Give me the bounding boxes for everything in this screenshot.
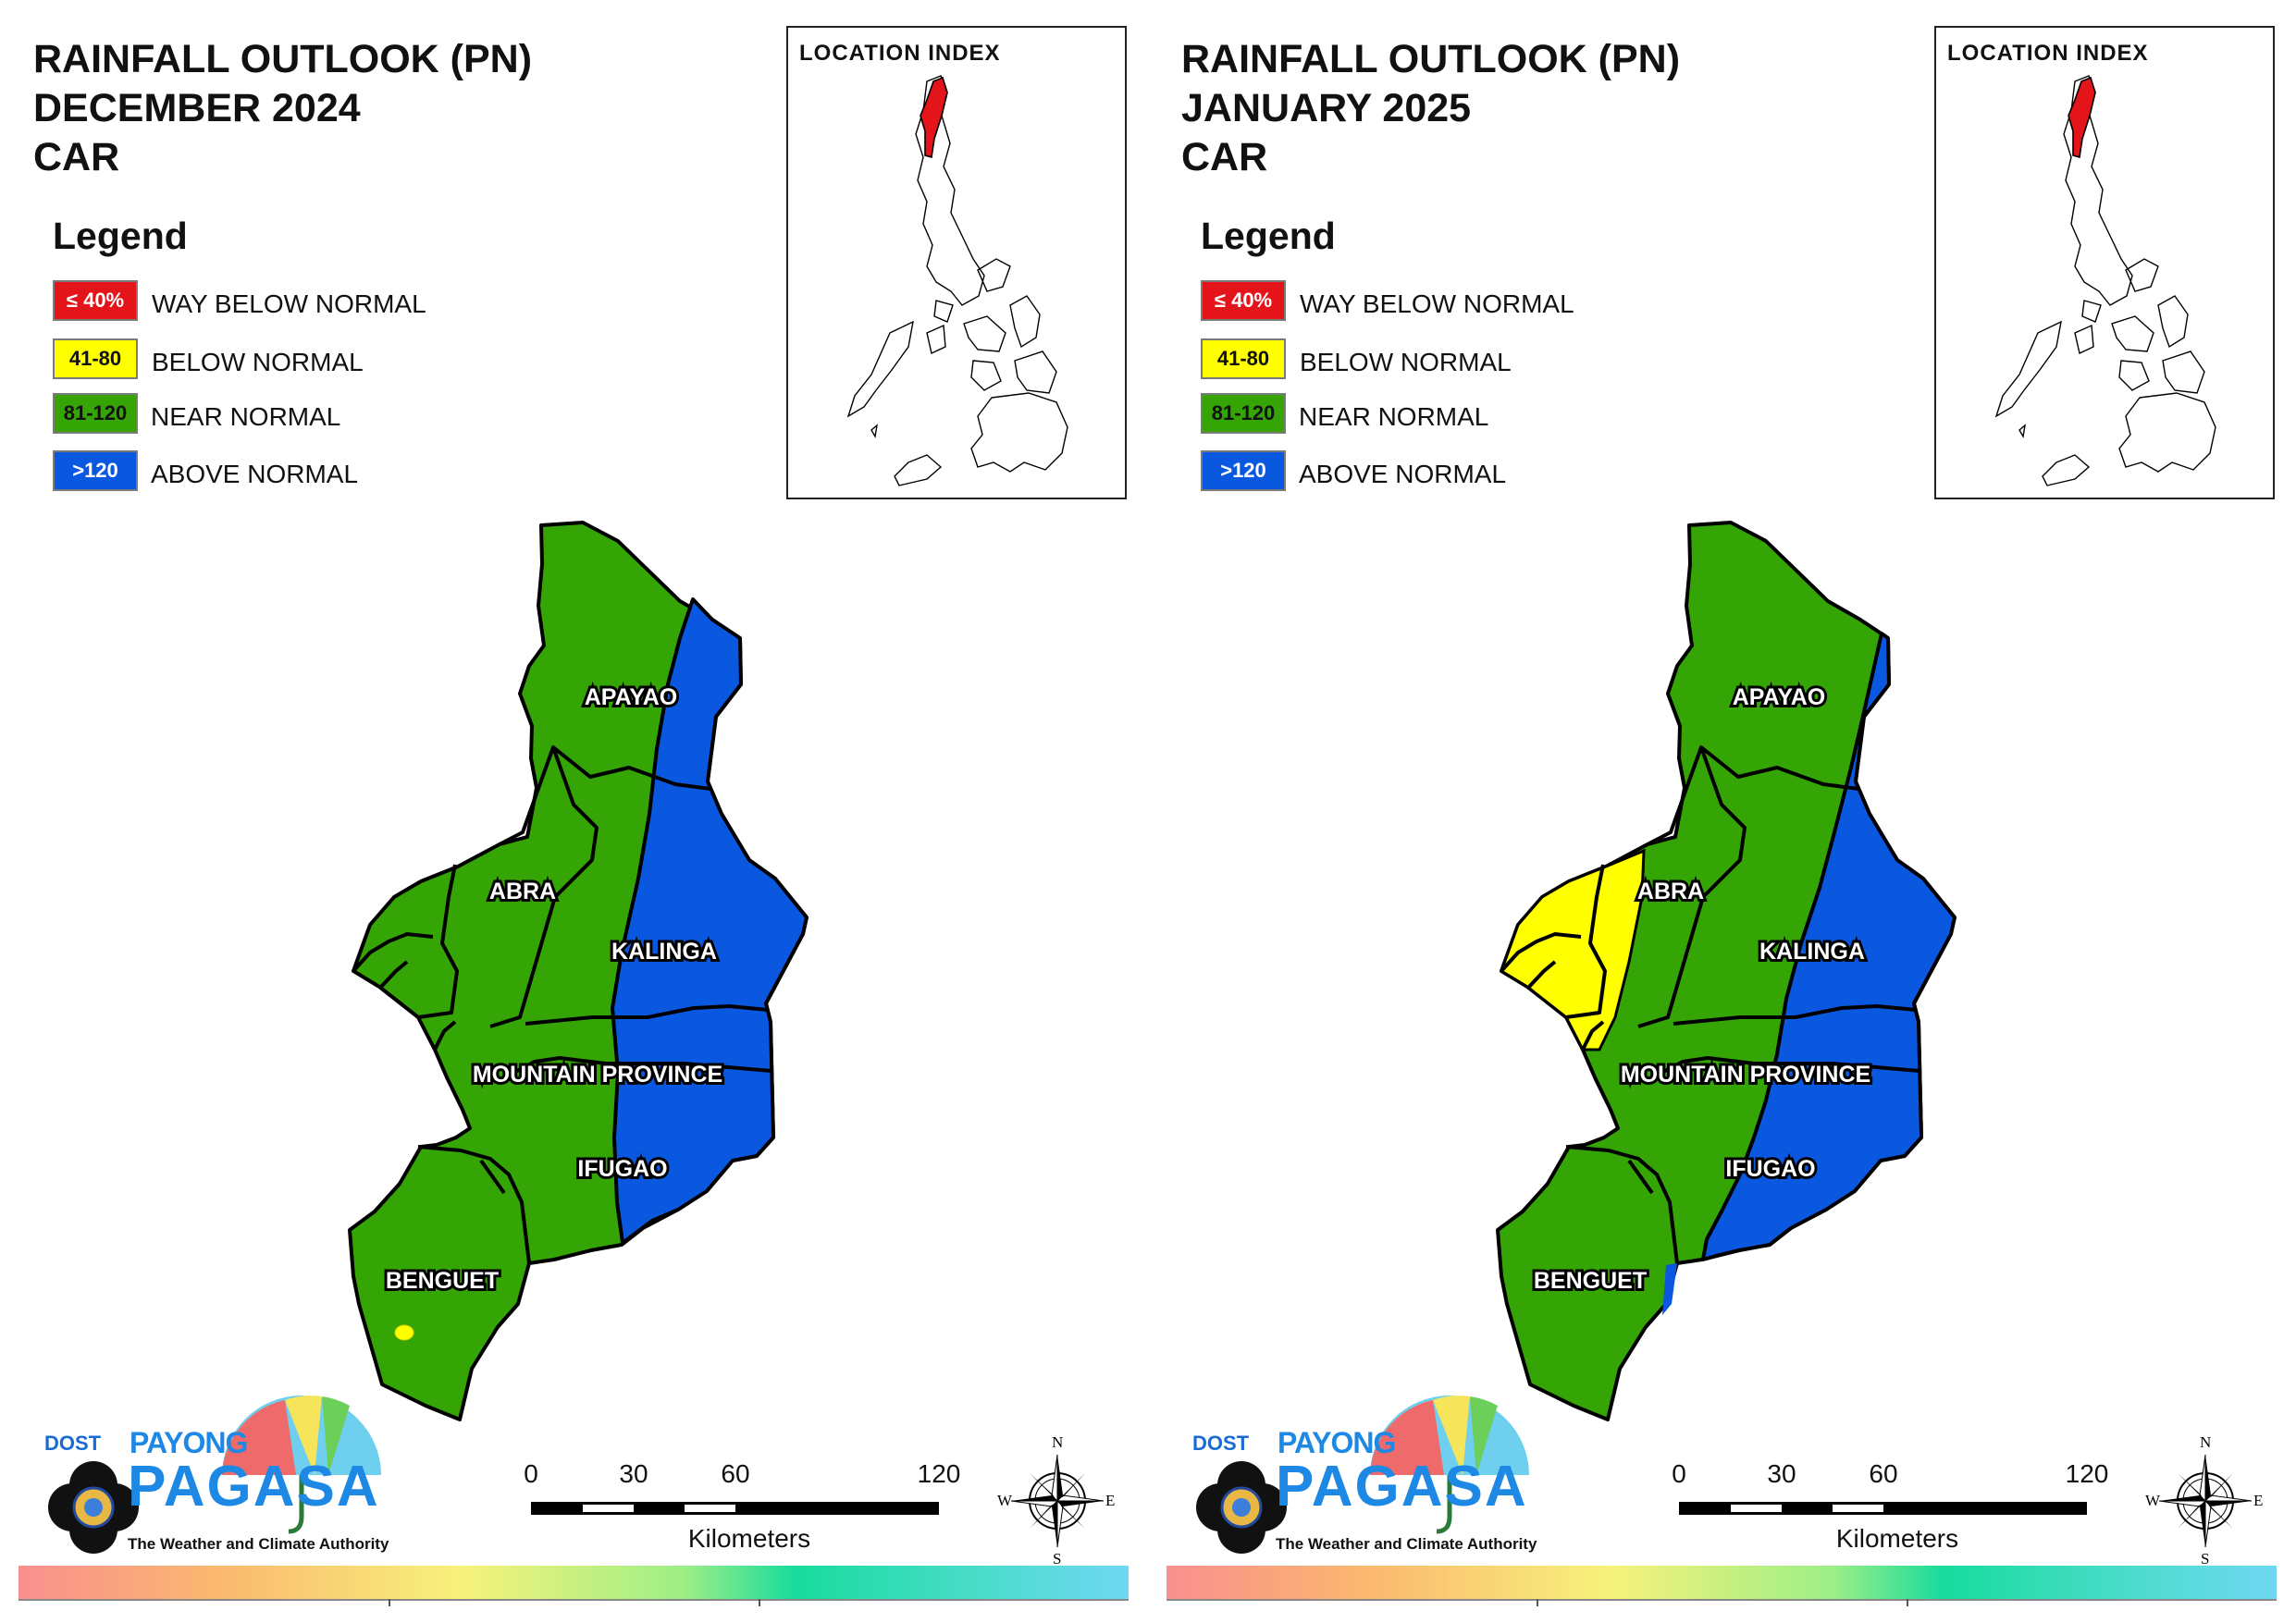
province-label-ifugao: IFUGAO (577, 1156, 667, 1182)
logo-pagasa: PAGASA (128, 1455, 380, 1518)
scale-tick-label: 30 (619, 1459, 648, 1488)
legend-swatch: 41-80 (53, 338, 138, 379)
legend-heading: Legend (1201, 215, 1336, 257)
legend-swatch: 41-80 (1201, 338, 1286, 379)
location-index-title: LOCATION INDEX (799, 41, 1001, 66)
compass-e: E (1105, 1492, 1116, 1509)
legend-label: NEAR NORMAL (151, 402, 341, 431)
compass-n: N (1052, 1433, 1064, 1451)
benguet-below-normal-spot (394, 1324, 414, 1341)
legend-label: BELOW NORMAL (152, 348, 364, 376)
scale-tick-label: 0 (1672, 1459, 1686, 1488)
benguet-above-normal-strip (1662, 1263, 1677, 1315)
legend-swatch: >120 (53, 450, 138, 491)
legend-swatch: 81-120 (53, 393, 138, 434)
logo-tagline: The Weather and Climate Authority (128, 1535, 389, 1553)
scale-unit: Kilometers (1835, 1524, 1959, 1553)
compass-s: S (2201, 1550, 2210, 1568)
logo-tagline: The Weather and Climate Authority (1276, 1535, 1537, 1553)
compass-e: E (2253, 1492, 2264, 1509)
legend-swatch: 81-120 (1201, 393, 1286, 434)
scale-tick-label: 60 (1869, 1459, 1898, 1488)
logo-dost: DOST (44, 1432, 102, 1455)
location-index-map: LOCATION INDEX (786, 26, 1127, 499)
compass-w: W (2145, 1492, 2161, 1509)
scale-tick-label: 120 (917, 1459, 961, 1488)
title-line-2: DECEMBER 2024 (33, 86, 361, 130)
legend-swatch: ≤ 40% (1201, 280, 1286, 321)
outlook-panel-december: RAINFALL OUTLOOK (PN) DECEMBER 2024 CAR … (19, 26, 1129, 1606)
title-line-3: CAR (33, 135, 120, 179)
compass-rose-icon (1010, 1454, 1105, 1548)
legend-label: NEAR NORMAL (1299, 402, 1489, 431)
legend-swatch: >120 (1201, 450, 1286, 491)
map-title: RAINFALL OUTLOOK (PN) DECEMBER 2024 CAR (33, 35, 532, 182)
province-label-abra: ABRA (489, 879, 556, 904)
legend-label: WAY BELOW NORMAL (1300, 289, 1574, 318)
province-label-apayao: APAYAO (1733, 684, 1826, 710)
scale-bar-graphic (1679, 1502, 2087, 1515)
map-title: RAINFALL OUTLOOK (PN) JANUARY 2025 CAR (1181, 35, 1680, 182)
compass-s: S (1053, 1550, 1062, 1568)
legend-label: WAY BELOW NORMAL (152, 289, 426, 318)
scale-bar: 0 30 60 120 Kilometers (518, 1459, 981, 1570)
outlook-panel-january: RAINFALL OUTLOOK (PN) JANUARY 2025 CAR L… (1148, 0, 2296, 1623)
decorative-gradient-bar (1167, 1566, 2277, 1599)
province-label-apayao: APAYAO (585, 684, 678, 710)
logo-payong: PAYONG (130, 1426, 248, 1459)
title-line-1: RAINFALL OUTLOOK (PN) (1181, 37, 1681, 81)
bottom-rule (19, 1599, 1129, 1606)
scale-tick-label: 120 (2065, 1459, 2109, 1488)
legend-label: ABOVE NORMAL (1299, 460, 1507, 488)
car-province-map: APAYAO ABRA KALINGA MOUNTAIN PROVINCE IF… (348, 521, 809, 1421)
province-label-benguet: BENGUET (386, 1268, 499, 1294)
legend-label: ABOVE NORMAL (151, 460, 359, 488)
province-label-mountain-province: MOUNTAIN PROVINCE (473, 1062, 722, 1088)
compass-n: N (2200, 1433, 2212, 1451)
north-arrow: N S W E (997, 1433, 1117, 1568)
compass-w: W (997, 1492, 1013, 1509)
philippines-outline (846, 75, 1068, 486)
logo-pagasa: PAGASA (1276, 1455, 1528, 1518)
payong-pagasa-logo (1196, 1396, 1529, 1554)
pagasa-logo: DOST PAYONG PAGASA The Weather and Clima… (1167, 1387, 1555, 1572)
logo-payong: PAYONG (1278, 1426, 1396, 1459)
province-label-kalinga: KALINGA (611, 939, 717, 965)
scale-tick-label: 60 (721, 1459, 750, 1488)
location-index-title: LOCATION INDEX (1947, 41, 2149, 66)
province-label-ifugao: IFUGAO (1725, 1156, 1815, 1182)
legend-heading: Legend (53, 215, 188, 257)
title-line-1: RAINFALL OUTLOOK (PN) (33, 37, 533, 81)
legend-label: BELOW NORMAL (1300, 348, 1512, 376)
logo-dost: DOST (1192, 1432, 1250, 1455)
abra-below-normal-zone (1500, 848, 1646, 1051)
title-line-3: CAR (1181, 135, 1268, 179)
car-region-highlight (920, 76, 948, 159)
bottom-rule (1167, 1599, 2277, 1606)
car-province-map: APAYAO ABRA KALINGA MOUNTAIN PROVINCE IF… (1496, 521, 1957, 1421)
province-label-abra: ABRA (1637, 879, 1704, 904)
compass-rose-icon (2158, 1454, 2253, 1548)
province-label-benguet: BENGUET (1534, 1268, 1647, 1294)
car-region-highlight (2068, 76, 2096, 159)
decorative-gradient-bar (19, 1566, 1129, 1599)
scale-tick-label: 0 (524, 1459, 538, 1488)
scale-tick-label: 30 (1767, 1459, 1796, 1488)
scale-unit: Kilometers (687, 1524, 811, 1553)
location-index-map: LOCATION INDEX (1934, 26, 2275, 499)
province-label-kalinga: KALINGA (1759, 939, 1865, 965)
north-arrow: N S W E (2145, 1433, 2265, 1568)
pagasa-logo: DOST PAYONG PAGASA The Weather and Clima… (19, 1387, 407, 1572)
scale-bar-graphic (531, 1502, 939, 1515)
payong-pagasa-logo (48, 1396, 381, 1554)
philippines-outline (1994, 75, 2216, 486)
scale-bar: 0 30 60 120 Kilometers (1666, 1459, 2129, 1570)
province-label-mountain-province: MOUNTAIN PROVINCE (1621, 1062, 1870, 1088)
title-line-2: JANUARY 2025 (1181, 86, 1472, 130)
legend-swatch: ≤ 40% (53, 280, 138, 321)
